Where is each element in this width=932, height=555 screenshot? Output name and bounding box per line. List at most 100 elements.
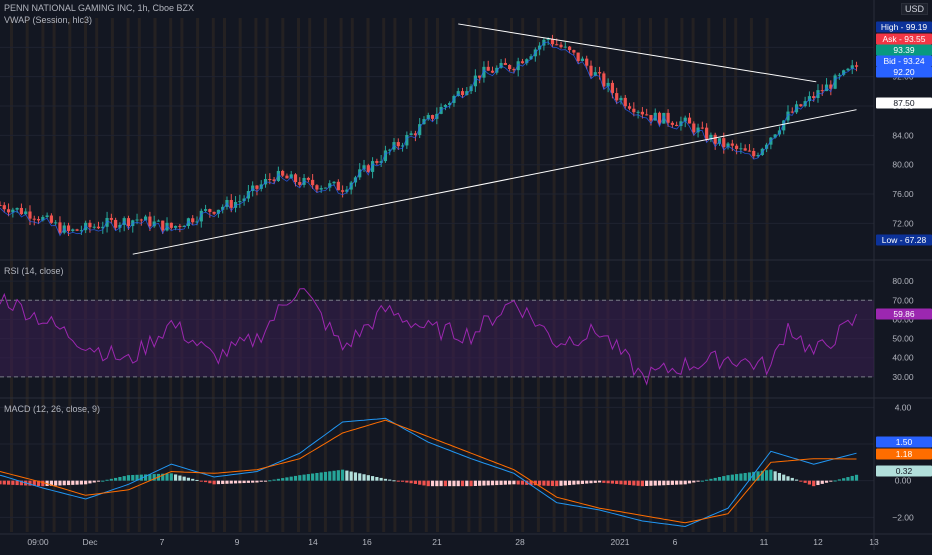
macd-histogram-bar [426, 480, 430, 487]
candle-body [79, 230, 83, 232]
candle-body [238, 201, 242, 203]
candle-body [96, 226, 101, 229]
candle-body [54, 222, 58, 224]
macd-histogram-bar [593, 480, 597, 483]
candle-body [850, 65, 854, 69]
session-stripe [579, 18, 583, 532]
macd-histogram-bar [623, 480, 627, 485]
macd-histogram-bar [542, 480, 546, 486]
macd-histogram-bar [803, 480, 807, 483]
session-stripe [424, 18, 428, 532]
macd-histogram-bar [756, 471, 760, 481]
session-stripe [664, 18, 668, 532]
candle-body [739, 148, 743, 150]
macd-histogram-bar [555, 480, 559, 487]
macd-histogram-bar [144, 474, 148, 481]
price-badge [876, 21, 932, 33]
candle-body [216, 209, 221, 214]
macd-histogram-bar [786, 476, 790, 481]
macd-histogram-bar [276, 478, 280, 481]
macd-histogram-bar [388, 479, 392, 481]
time-axis[interactable]: 09:00 Dec 7 9 14 16 21 28 2021 6 11 12 13 [27, 537, 879, 547]
macd-histogram-bar [195, 479, 199, 481]
macd-histogram-bar [92, 480, 96, 483]
time-tick-label: 14 [308, 537, 318, 547]
macd-histogram-bar [675, 480, 679, 485]
macd-histogram-bar [131, 474, 135, 481]
macd-histogram-bar [640, 480, 644, 487]
macd-histogram-bar [139, 474, 143, 481]
candle-body [208, 209, 212, 212]
macd-tick-label: 0.00 [895, 476, 912, 486]
candle-body [473, 75, 477, 87]
session-stripe [478, 18, 482, 532]
session-stripe [510, 18, 513, 532]
session-stripe [84, 18, 87, 532]
macd-histogram-bar [490, 480, 495, 486]
macd-histogram-bar [435, 480, 439, 487]
candle-body [675, 124, 679, 127]
candle-body [319, 188, 323, 190]
macd-histogram-bar [760, 470, 764, 481]
candle-body [448, 102, 452, 105]
candle-body [24, 211, 28, 215]
macd-histogram-bar [238, 480, 242, 484]
session-stripe [10, 18, 13, 532]
session-stripe [409, 18, 413, 532]
candle-body [666, 112, 670, 123]
macd-histogram-bar [306, 474, 310, 481]
candle-body [525, 59, 529, 64]
candle-body [328, 183, 332, 188]
macd-histogram-bar [341, 469, 345, 481]
currency-badge[interactable]: USD [900, 3, 928, 15]
instrument-title[interactable]: PENN NATIONAL GAMING INC, 1h, Cboe BZX [4, 3, 195, 13]
candle-body [692, 123, 696, 133]
candle-body [418, 124, 422, 136]
macd-value-badge [876, 448, 932, 460]
candle-body [203, 209, 208, 211]
session-stripe [196, 18, 200, 532]
macd-histogram-bar [538, 480, 542, 486]
vwap-line [0, 41, 857, 237]
candle-body [662, 112, 666, 124]
candle-body [799, 104, 803, 107]
candle-body [752, 150, 756, 157]
candle-body [88, 222, 92, 228]
candle-body [683, 117, 687, 122]
macd-histogram-bar [559, 480, 563, 486]
candle-body [615, 93, 619, 101]
candle-body [512, 69, 516, 71]
candle-body [306, 177, 310, 180]
candle-body [298, 182, 302, 185]
candle-body [529, 56, 533, 60]
candle-body [212, 211, 216, 214]
candle-body [735, 145, 739, 149]
macd-histogram-bar [692, 480, 696, 483]
candle-body [165, 222, 169, 231]
candle-body [242, 198, 246, 202]
rsi-value-badge-text: 59.86 [893, 309, 915, 319]
session-stripe [521, 18, 525, 532]
macd-histogram-bar [422, 480, 426, 486]
candle-body [820, 90, 824, 92]
session-stripe [180, 18, 184, 532]
session-stripe [169, 18, 173, 532]
macd-histogram-bar [298, 475, 302, 481]
vwap-legend[interactable]: VWAP (Session, hlc3) [4, 15, 93, 25]
candle-body [109, 217, 113, 220]
rsi-line [0, 288, 857, 386]
macd-histogram-bar [722, 476, 726, 481]
macd-histogram-bar [0, 480, 2, 485]
rsi-value-badge [876, 308, 932, 320]
candle-body [336, 181, 340, 191]
macd-histogram-bar [2, 480, 6, 485]
macd-histogram-bar [807, 480, 812, 485]
candle-body [75, 229, 79, 231]
macd-legend[interactable]: MACD (12, 26, close, 9) [4, 404, 101, 414]
trendlines[interactable] [132, 23, 857, 255]
macd-histogram-bar [161, 473, 165, 481]
macd-histogram-bar [495, 480, 499, 486]
rsi-legend[interactable]: RSI (14, close) [4, 266, 64, 276]
